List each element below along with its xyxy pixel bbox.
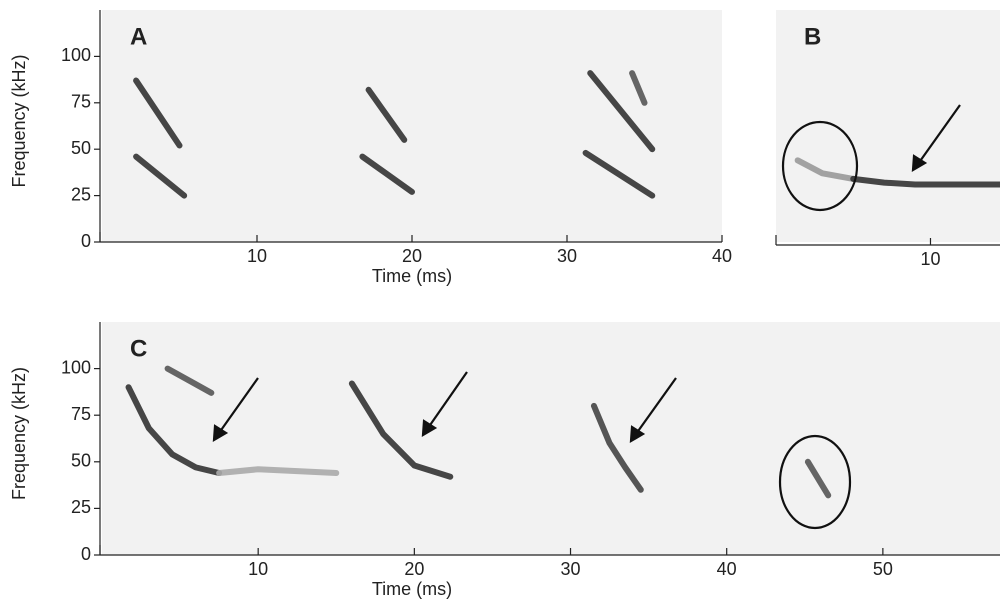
call-trace bbox=[582, 149, 656, 199]
call-trace bbox=[629, 70, 648, 106]
x-tick-label: 30 bbox=[557, 246, 577, 266]
call-trace bbox=[125, 384, 223, 476]
y-tick-label: 50 bbox=[71, 451, 91, 471]
call-trace bbox=[590, 402, 644, 493]
plot-background bbox=[102, 322, 1000, 555]
x-axis-label: Time (ms) bbox=[372, 266, 452, 286]
y-tick-label: 50 bbox=[71, 138, 91, 158]
y-tick-label: 100 bbox=[61, 357, 91, 377]
arrow bbox=[427, 371, 468, 429]
panel-label: C bbox=[130, 335, 147, 362]
x-tick-label: 30 bbox=[561, 559, 581, 579]
x-tick-label: 20 bbox=[402, 246, 422, 266]
call-trace bbox=[164, 365, 215, 396]
call-trace bbox=[850, 175, 1000, 188]
plot-background bbox=[102, 10, 722, 242]
y-tick-label: 25 bbox=[71, 184, 91, 204]
y-tick-label: 0 bbox=[81, 544, 91, 564]
call-trace bbox=[348, 380, 454, 480]
x-tick-label: 50 bbox=[873, 559, 893, 579]
circle-annotation bbox=[778, 434, 852, 530]
call-trace bbox=[794, 157, 857, 182]
call-trace bbox=[587, 70, 656, 153]
y-axis-label: Frequency (kHz) bbox=[9, 54, 29, 187]
annotations bbox=[212, 104, 961, 530]
y-axis-label: Frequency (kHz) bbox=[9, 367, 29, 500]
x-axis-label: Time (ms) bbox=[372, 579, 452, 599]
x-tick-label: 10 bbox=[247, 246, 267, 266]
panel-label: A bbox=[130, 23, 147, 50]
y-tick-label: 75 bbox=[71, 404, 91, 424]
y-tick-label: 100 bbox=[61, 45, 91, 65]
arrow bbox=[635, 377, 677, 435]
x-tick-label: 20 bbox=[404, 559, 424, 579]
y-tick-label: 0 bbox=[81, 231, 91, 251]
plot-background bbox=[776, 10, 1000, 242]
arrow bbox=[218, 377, 259, 434]
arrow-head bbox=[629, 425, 646, 444]
call-trace bbox=[133, 77, 183, 149]
arrow-head bbox=[421, 419, 438, 438]
x-tick-label: 10 bbox=[920, 249, 940, 269]
y-tick-label: 75 bbox=[71, 92, 91, 112]
call-trace bbox=[804, 458, 832, 499]
call-trace bbox=[133, 153, 188, 199]
circle-annotation bbox=[781, 120, 859, 212]
x-tick-label: 40 bbox=[717, 559, 737, 579]
x-tick-label: 10 bbox=[248, 559, 268, 579]
panel-label: B bbox=[804, 23, 821, 50]
y-tick-label: 25 bbox=[71, 497, 91, 517]
call-trace bbox=[365, 86, 408, 143]
x-tick-label: 40 bbox=[712, 246, 732, 266]
arrow bbox=[917, 104, 961, 165]
call-trace bbox=[216, 466, 340, 476]
arrow-head bbox=[212, 424, 229, 443]
arrow-head bbox=[911, 154, 928, 173]
call-trace bbox=[359, 153, 415, 195]
